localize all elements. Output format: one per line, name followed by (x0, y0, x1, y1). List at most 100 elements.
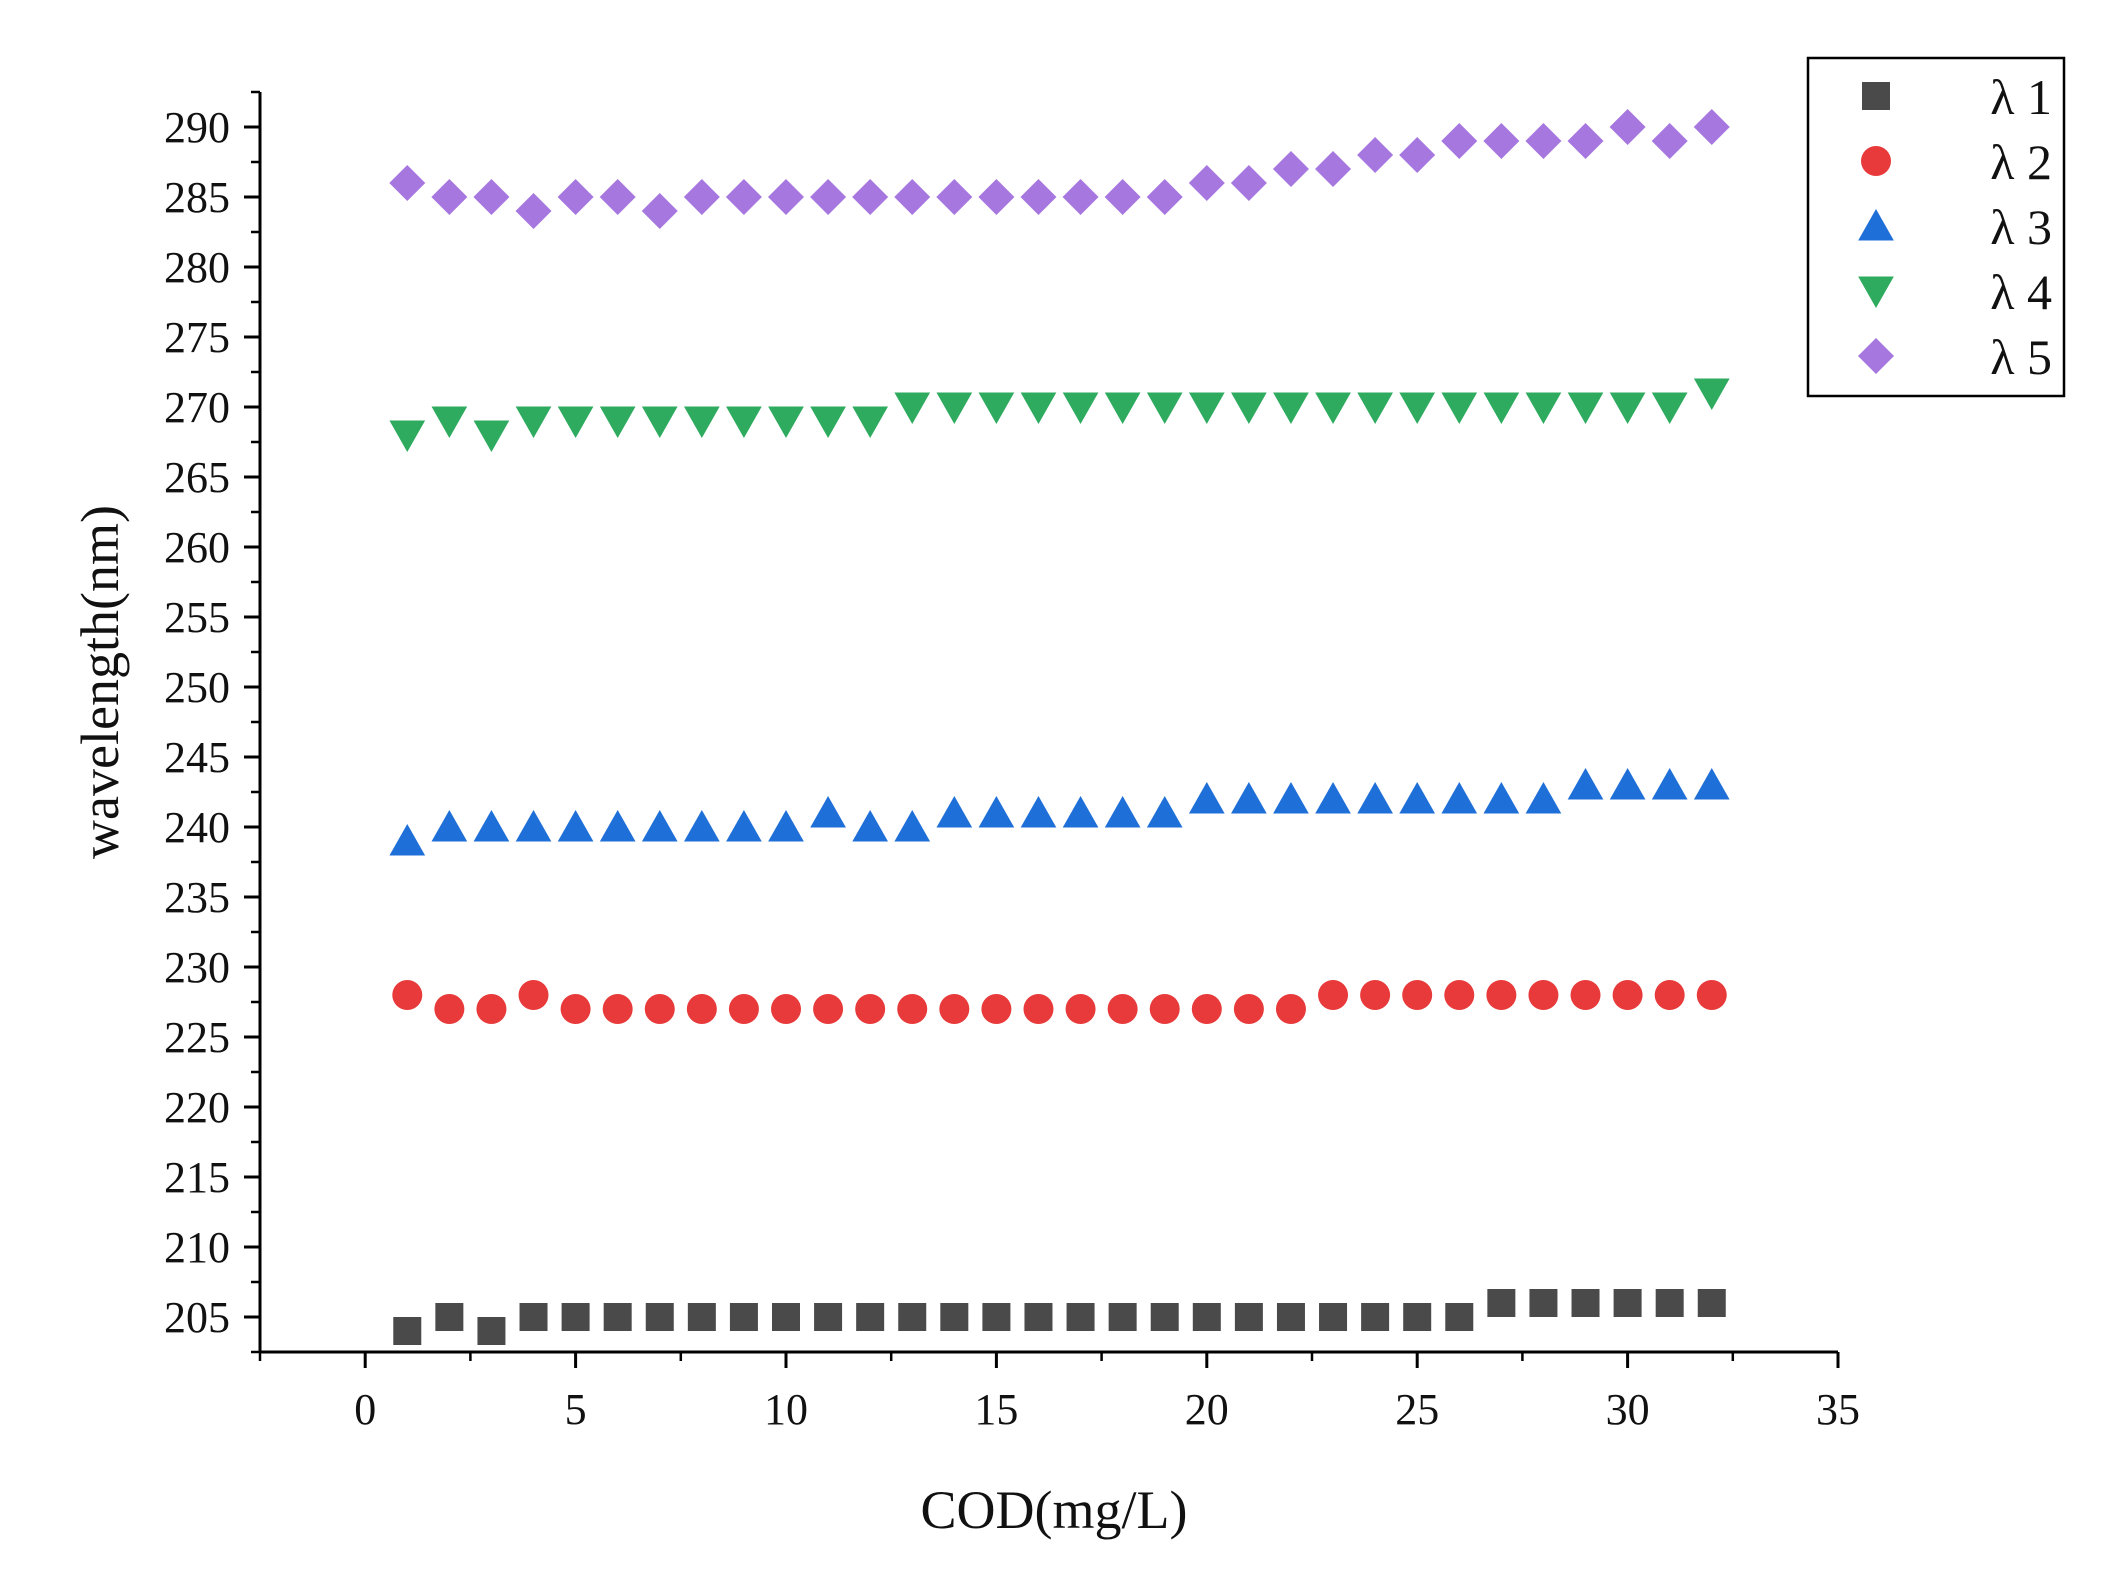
x-tick-label: 20 (1185, 1385, 1229, 1434)
data-point (981, 994, 1012, 1024)
series-4 (389, 378, 1730, 452)
legend-marker (1858, 338, 1894, 374)
legend-marker (1858, 209, 1894, 241)
data-point (683, 406, 720, 438)
data-point (1528, 980, 1559, 1010)
data-point (519, 1303, 548, 1331)
data-point (1613, 1289, 1642, 1317)
data-point (1529, 1289, 1558, 1317)
data-point (557, 406, 594, 438)
data-point (603, 1303, 632, 1331)
data-point (852, 179, 889, 215)
series-3 (389, 768, 1730, 856)
legend-box (1806, 56, 2066, 398)
data-point (473, 420, 510, 452)
data-point (728, 994, 759, 1024)
legend-label: λ 4 (1990, 264, 2052, 320)
data-point (1149, 994, 1180, 1024)
data-point (1651, 392, 1688, 424)
data-point (1188, 165, 1225, 201)
data-point (1441, 392, 1478, 424)
data-point (939, 994, 970, 1024)
data-point (1188, 782, 1225, 814)
legend-item-3: λ 3 (1858, 199, 2052, 255)
series-2 (392, 980, 1727, 1024)
data-point (1150, 1303, 1179, 1331)
data-point (1273, 392, 1309, 424)
data-point (1609, 109, 1646, 145)
data-point (1231, 392, 1267, 424)
data-point (515, 193, 552, 229)
data-point (852, 406, 889, 438)
data-point (1483, 782, 1520, 814)
data-point (1357, 782, 1393, 814)
y-tick-label: 275 (164, 313, 230, 362)
data-point (434, 994, 465, 1024)
data-point (1020, 796, 1057, 828)
data-point (683, 179, 720, 215)
series-layer (389, 109, 1730, 1345)
x-tick-label: 35 (1816, 1385, 1860, 1434)
data-point (1315, 392, 1351, 424)
data-point (1525, 392, 1562, 424)
data-point (1104, 796, 1141, 828)
data-point (515, 810, 552, 842)
data-point (978, 392, 1015, 424)
data-point (641, 406, 678, 438)
data-point (1315, 151, 1352, 187)
data-point (940, 1303, 969, 1331)
data-point (1318, 980, 1349, 1010)
data-point (894, 179, 931, 215)
y-tick-label: 240 (164, 803, 230, 852)
data-point (557, 179, 594, 215)
x-tick-label: 0 (354, 1385, 376, 1434)
data-point (1567, 768, 1604, 800)
y-tick-label: 265 (164, 453, 230, 502)
data-point (978, 796, 1015, 828)
data-point (1233, 994, 1264, 1024)
data-point (1441, 782, 1478, 814)
data-point (599, 810, 636, 842)
data-point (1567, 392, 1604, 424)
data-point (1487, 1289, 1516, 1317)
data-point (393, 1317, 422, 1345)
data-point (1567, 123, 1604, 159)
legend-label: λ 5 (1990, 329, 2052, 385)
data-point (686, 994, 717, 1024)
y-ticks: 205 210 215 220 225 230 235 240 245 250 255 260 265 2… (164, 90, 260, 1354)
data-point (1192, 1303, 1221, 1331)
data-point (1272, 151, 1309, 187)
x-tick-label: 25 (1395, 1385, 1439, 1434)
legend-label: λ 1 (1990, 69, 2052, 125)
data-point (897, 994, 928, 1024)
data-point (1609, 768, 1646, 800)
data-point (1361, 1303, 1390, 1331)
y-tick-label: 285 (164, 173, 230, 222)
data-point (476, 994, 507, 1024)
data-point (772, 1303, 800, 1331)
data-point (936, 392, 973, 424)
y-tick-label: 255 (164, 593, 230, 642)
data-point (1230, 165, 1267, 201)
data-point (687, 1303, 716, 1331)
data-point (1146, 796, 1183, 828)
data-point (515, 406, 552, 438)
data-point (1525, 782, 1562, 814)
data-point (561, 1303, 590, 1331)
data-point (1188, 392, 1225, 424)
legend-label: λ 2 (1990, 134, 2052, 190)
y-axis-label: wavelength(nm) (70, 505, 130, 859)
legend: λ 1 λ 2 λ 3 λ 4 λ 5 (1806, 56, 2066, 398)
data-point (602, 994, 633, 1024)
data-point (392, 980, 423, 1010)
data-point (1104, 179, 1141, 215)
data-point (814, 1303, 843, 1331)
data-point (1357, 137, 1394, 173)
legend-marker (1862, 82, 1890, 110)
data-point (1273, 782, 1309, 814)
x-ticks: 0 5 10 15 20 25 30 35 (258, 1352, 1860, 1434)
data-point (1399, 782, 1436, 814)
y-tick-label: 210 (164, 1223, 230, 1272)
data-point (599, 179, 636, 215)
